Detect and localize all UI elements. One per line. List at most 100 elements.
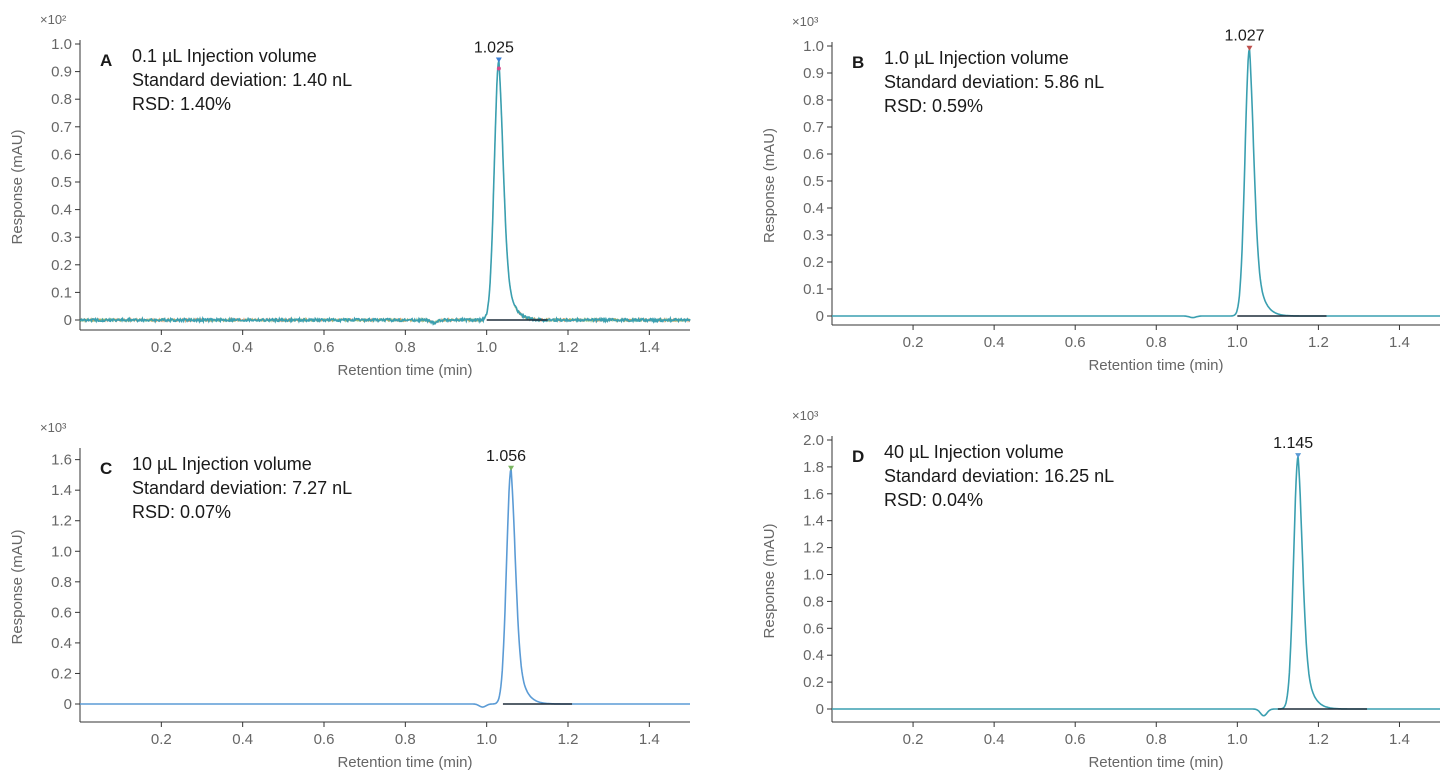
x-tick-label: 1.0 bbox=[476, 731, 497, 748]
x-tick-label: 1.0 bbox=[1227, 731, 1248, 748]
peak-apex-marker bbox=[508, 465, 515, 471]
x-tick-label: 0.6 bbox=[314, 339, 335, 356]
x-tick-label: 0.8 bbox=[395, 339, 416, 356]
peak-apex-marker bbox=[1295, 453, 1302, 459]
x-tick-label: 1.2 bbox=[1308, 731, 1329, 748]
y-tick-label: 1.0 bbox=[803, 38, 824, 55]
panel-letter: D bbox=[852, 447, 864, 466]
y-multiplier-label: ×10³ bbox=[792, 14, 819, 29]
annotation-line: RSD: 0.04% bbox=[884, 490, 983, 510]
x-tick-label: 0.6 bbox=[1065, 334, 1086, 351]
x-tick-label: 0.8 bbox=[1146, 731, 1167, 748]
y-tick-label: 0.4 bbox=[803, 647, 824, 664]
y-tick-label: 0.5 bbox=[803, 173, 824, 190]
x-tick-label: 1.2 bbox=[558, 339, 579, 356]
chart-d-svg: ×10³ 0 0.2 0.4 0.6 0.8 1.0 1.2 1.4 1.6 1.8 2.0 0.2 0.… bbox=[761, 408, 1440, 771]
y-tick-label: 0.8 bbox=[51, 91, 72, 108]
y-tick-label: 0 bbox=[816, 701, 824, 718]
peak-apex-marker bbox=[1246, 45, 1253, 51]
y-multiplier-label: ×10³ bbox=[40, 420, 67, 435]
x-tick-label: 1.4 bbox=[639, 339, 660, 356]
y-tick-label: 1.4 bbox=[803, 513, 824, 530]
y-tick-label: 0.5 bbox=[51, 174, 72, 191]
y-tick-label: 1.8 bbox=[803, 459, 824, 476]
chromatogram-panel-b: ×10³ 0 0.1 0.2 0.3 0.4 0.5 0.6 0.7 0.8 0.9 1.0 0.2 0.… bbox=[752, 0, 1440, 387]
peak-apex-marker bbox=[495, 57, 502, 63]
y-tick-label: 0.3 bbox=[803, 227, 824, 244]
peak-apex-marker bbox=[496, 66, 501, 71]
x-tick-label: 0.4 bbox=[232, 731, 253, 748]
x-tick-label: 0.6 bbox=[1065, 731, 1086, 748]
x-tick-label: 0.4 bbox=[984, 334, 1005, 351]
chromatogram-panel-c: ×10³ 0 0.2 0.4 0.6 0.8 1.0 1.2 1.4 1.6 0.2 0.4 0.6 0.… bbox=[0, 392, 720, 779]
peak-retention-label: 1.027 bbox=[1224, 28, 1264, 45]
x-axis-label: Retention time (min) bbox=[1088, 357, 1223, 374]
annotation-line: Standard deviation: 1.40 nL bbox=[132, 70, 352, 90]
chart-b-svg: ×10³ 0 0.1 0.2 0.3 0.4 0.5 0.6 0.7 0.8 0.9 1.0 0.2 0.… bbox=[761, 14, 1440, 374]
x-axis-label: Retention time (min) bbox=[337, 362, 472, 379]
x-axis-label: Retention time (min) bbox=[1088, 754, 1223, 771]
chart-c-svg: ×10³ 0 0.2 0.4 0.6 0.8 1.0 1.2 1.4 1.6 0.2 0.4 0.6 0.… bbox=[9, 420, 690, 771]
x-tick-label: 0.6 bbox=[314, 731, 335, 748]
y-tick-label: 0.4 bbox=[803, 200, 824, 217]
x-tick-label: 0.8 bbox=[1146, 334, 1167, 351]
chromatogram-trace bbox=[832, 48, 1440, 319]
x-tick-label: 1.4 bbox=[639, 731, 660, 748]
y-tick-label: 0.3 bbox=[51, 229, 72, 246]
y-tick-label: 0.6 bbox=[51, 146, 72, 163]
annotation-line: 40 µL Injection volume bbox=[884, 442, 1064, 462]
y-tick-label: 0.1 bbox=[803, 281, 824, 298]
y-tick-label: 1.0 bbox=[51, 543, 72, 560]
y-tick-label: 0.4 bbox=[51, 202, 72, 219]
y-tick-label: 1.2 bbox=[803, 540, 824, 557]
annotation-line: Standard deviation: 16.25 nL bbox=[884, 466, 1114, 486]
chromatogram-panel-d: ×10³ 0 0.2 0.4 0.6 0.8 1.0 1.2 1.4 1.6 1.8 2.0 0.2 0.… bbox=[752, 392, 1440, 779]
y-tick-label: 0.6 bbox=[803, 620, 824, 637]
x-tick-label: 0.2 bbox=[903, 731, 924, 748]
x-axis-label: Retention time (min) bbox=[337, 754, 472, 771]
y-tick-label: 0 bbox=[64, 312, 72, 329]
y-tick-label: 0.2 bbox=[51, 665, 72, 682]
x-tick-label: 0.2 bbox=[151, 339, 172, 356]
y-tick-label: 0 bbox=[816, 308, 824, 325]
x-tick-label: 1.2 bbox=[1308, 334, 1329, 351]
panel-letter: C bbox=[100, 459, 112, 478]
y-tick-label: 0.8 bbox=[803, 593, 824, 610]
y-axis-label: Response (mAU) bbox=[761, 523, 778, 638]
annotation-line: RSD: 1.40% bbox=[132, 94, 231, 114]
y-tick-label: 0.8 bbox=[51, 574, 72, 591]
annotation-line: RSD: 0.07% bbox=[132, 502, 231, 522]
y-axis-label: Response (mAU) bbox=[9, 529, 26, 644]
y-tick-label: 0 bbox=[64, 696, 72, 713]
y-tick-label: 0.7 bbox=[51, 119, 72, 136]
x-tick-label: 0.4 bbox=[232, 339, 253, 356]
y-tick-label: 0.7 bbox=[803, 119, 824, 136]
y-tick-label: 1.4 bbox=[51, 482, 72, 499]
y-tick-label: 1.0 bbox=[803, 567, 824, 584]
x-tick-label: 1.0 bbox=[476, 339, 497, 356]
y-tick-label: 1.0 bbox=[51, 36, 72, 53]
x-tick-label: 0.2 bbox=[151, 731, 172, 748]
chromatogram-panel-a: ×10² 0 0.1 0.2 0.3 0.4 0.5 0.6 0.7 0.8 0.9 1.0 0.2 0.… bbox=[0, 0, 720, 387]
y-tick-label: 0.6 bbox=[803, 146, 824, 163]
peak-retention-label: 1.056 bbox=[486, 448, 526, 465]
y-tick-label: 1.2 bbox=[51, 513, 72, 530]
y-tick-label: 1.6 bbox=[51, 452, 72, 469]
y-tick-label: 0.1 bbox=[51, 284, 72, 301]
y-tick-label: 0.9 bbox=[51, 64, 72, 81]
annotation-line: 10 µL Injection volume bbox=[132, 454, 312, 474]
panel-letter: A bbox=[100, 51, 112, 70]
peak-retention-label: 1.145 bbox=[1273, 435, 1313, 452]
x-tick-label: 0.2 bbox=[903, 334, 924, 351]
annotation-line: 1.0 µL Injection volume bbox=[884, 48, 1069, 68]
y-tick-label: 0.2 bbox=[803, 254, 824, 271]
y-multiplier-label: ×10² bbox=[40, 12, 67, 27]
y-axis-label: Response (mAU) bbox=[9, 129, 26, 244]
y-multiplier-label: ×10³ bbox=[792, 408, 819, 423]
y-tick-label: 0.6 bbox=[51, 604, 72, 621]
x-tick-label: 1.2 bbox=[558, 731, 579, 748]
annotation-line: Standard deviation: 7.27 nL bbox=[132, 478, 352, 498]
x-tick-label: 0.4 bbox=[984, 731, 1005, 748]
x-tick-label: 1.0 bbox=[1227, 334, 1248, 351]
